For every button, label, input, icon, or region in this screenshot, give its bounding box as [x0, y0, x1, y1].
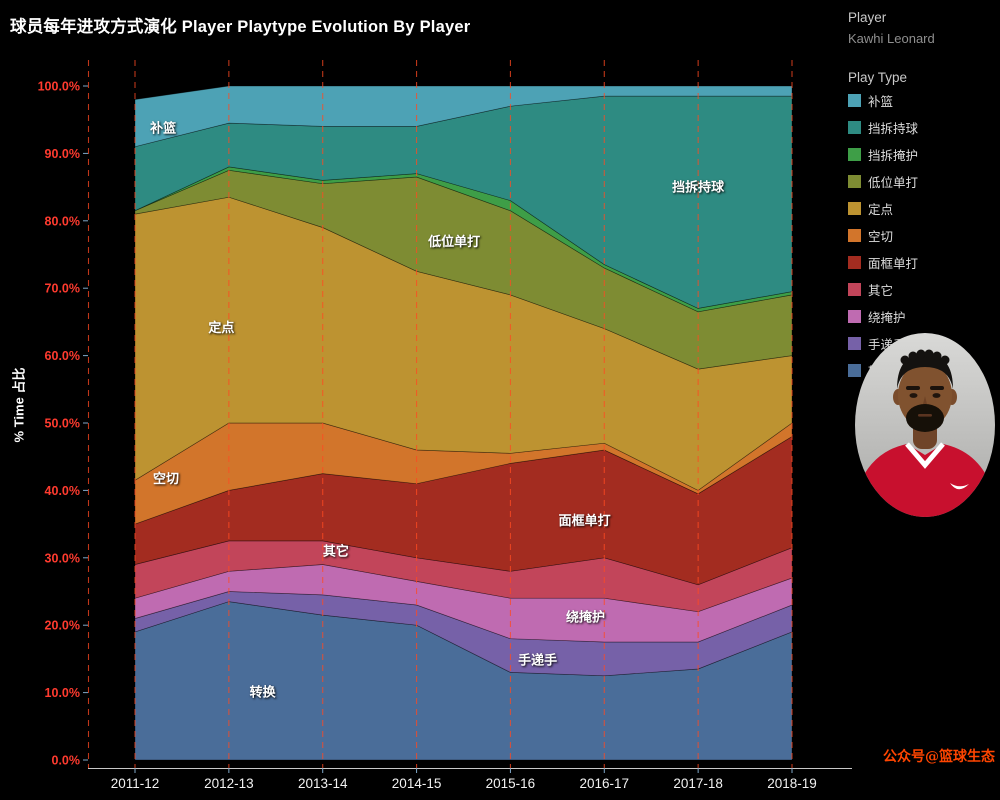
y-tick-label: 40.0%: [45, 484, 80, 498]
legend-swatch: [848, 337, 861, 350]
area-label-补篮: 补篮: [149, 120, 176, 135]
playtype-stacked-area-chart: 0.0% 10.0% 20.0% 30.0% 40.0% 50.0% 60.0% 70.0% 8…: [38, 60, 852, 791]
watermark: 公众号@篮球生态: [883, 749, 995, 765]
legend-swatch: [848, 229, 861, 242]
area-label-手递手: 手递手: [518, 653, 557, 668]
swoosh-icon: [950, 483, 969, 490]
page-title: 球员每年进攻方式演化 Player Playtype Evolution By …: [10, 18, 471, 36]
area-label-绕掩护: 绕掩护: [566, 610, 605, 625]
legend-swatch: [848, 364, 861, 377]
x-tick-label: 2016-17: [580, 776, 630, 791]
legend-swatch: [848, 310, 861, 323]
legend-label: 绕掩护: [868, 311, 906, 325]
area-label-面框单打: 面框单打: [559, 513, 611, 528]
area-label-挡拆持球: 挡拆持球: [672, 180, 725, 195]
legend-label: 面框单打: [868, 257, 919, 271]
area-label-其它: 其它: [323, 544, 349, 559]
legend-header: Play Type: [848, 70, 908, 85]
y-tick-label: 60.0%: [45, 349, 80, 363]
hair: [897, 354, 953, 389]
x-tick-label: 2013-14: [298, 776, 348, 791]
player-filter-value: Kawhi Leonard: [848, 31, 935, 46]
legend-item-挡拆掩护[interactable]: 挡拆掩护: [848, 145, 918, 164]
area-label-空切: 空切: [153, 471, 179, 486]
beard: [906, 404, 944, 432]
legend-swatch: [848, 256, 861, 269]
legend-item-绕掩护[interactable]: 绕掩护: [848, 307, 918, 326]
player-filter-header: Player: [848, 10, 887, 25]
y-tick-label: 100.0%: [38, 80, 80, 94]
legend-item-补篮[interactable]: 补篮: [848, 91, 918, 110]
legend-item-挡拆持球[interactable]: 挡拆持球: [848, 118, 918, 137]
legend-label: 补篮: [868, 95, 894, 109]
legend-label: 低位单打: [868, 176, 919, 190]
legend-label: 定点: [868, 203, 894, 217]
legend-item-空切[interactable]: 空切: [848, 226, 918, 245]
legend-label: 空切: [868, 230, 894, 244]
player-photo: [855, 333, 995, 517]
x-tick-label: 2014-15: [392, 776, 442, 791]
mouth: [918, 414, 932, 417]
jersey-collar: [905, 442, 945, 469]
y-tick-label: 50.0%: [45, 417, 80, 431]
legend-label: 挡拆持球: [868, 122, 919, 136]
eye: [909, 393, 918, 398]
legend-swatch: [848, 94, 861, 107]
y-tick-label: 80.0%: [45, 214, 80, 228]
x-tick-label: 2018-19: [767, 776, 817, 791]
legend-swatch: [848, 283, 861, 296]
area-label-转换: 转换: [250, 684, 277, 699]
x-tick-label: 2015-16: [486, 776, 536, 791]
legend-swatch: [848, 202, 861, 215]
legend-item-其它[interactable]: 其它: [848, 280, 918, 299]
legend-swatch: [848, 175, 861, 188]
area-手递手[interactable]: [134, 591, 793, 677]
x-tick-label: 2011-12: [111, 776, 160, 791]
legend-label: 挡拆掩护: [868, 149, 919, 163]
area-label-低位单打: 低位单打: [427, 234, 480, 249]
player-portrait-illustration: [855, 333, 995, 517]
y-tick-label: 0.0%: [52, 754, 81, 768]
y-tick-label: 90.0%: [45, 147, 80, 161]
y-tick-label: 10.0%: [45, 686, 80, 700]
y-tick-label: 30.0%: [45, 551, 80, 565]
legend-swatch: [848, 148, 861, 161]
y-tick-label: 20.0%: [45, 619, 80, 633]
legend-item-面框单打[interactable]: 面框单打: [848, 253, 918, 272]
legend-swatch: [848, 121, 861, 134]
x-tick-label: 2017-18: [673, 776, 723, 791]
jersey: [859, 444, 991, 517]
legend-item-定点[interactable]: 定点: [848, 199, 918, 218]
legend-item-低位单打[interactable]: 低位单打: [848, 172, 918, 191]
player-filter: Player Kawhi Leonard: [848, 10, 935, 46]
eye: [932, 393, 941, 398]
x-tick-label: 2012-13: [204, 776, 254, 791]
legend-label: 其它: [868, 284, 894, 298]
area-label-定点: 定点: [207, 320, 234, 335]
y-tick-label: 70.0%: [45, 282, 80, 296]
